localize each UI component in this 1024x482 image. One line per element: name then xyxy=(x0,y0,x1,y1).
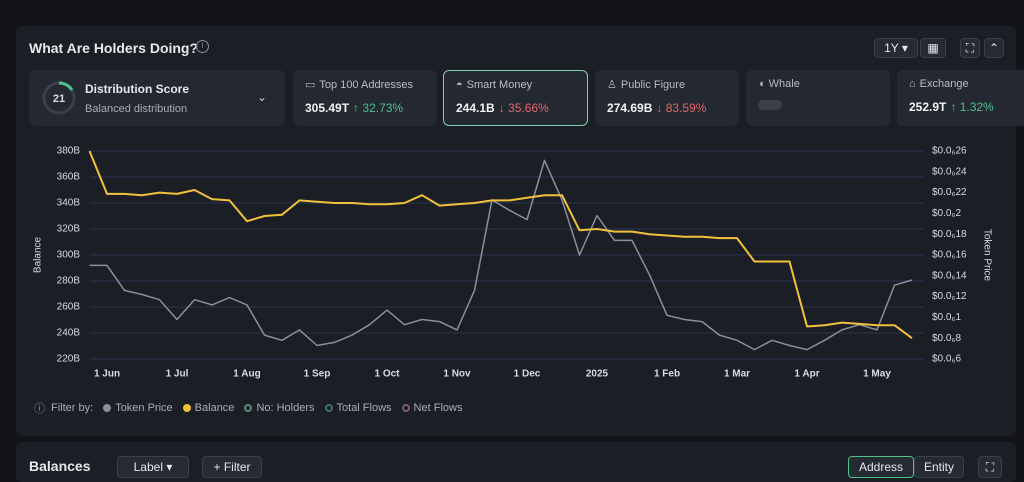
y2-tick-label: $0.0₆26 xyxy=(932,146,967,157)
y-tick-label: 280B xyxy=(57,276,81,287)
series-line xyxy=(89,159,913,351)
score: 21 xyxy=(53,93,65,105)
y2-tick-label: $0.0₆18 xyxy=(932,229,967,240)
x-tick-label: 1 Feb xyxy=(654,369,680,380)
x-tick-label: 1 Oct xyxy=(374,369,400,380)
y-tick-label: 360B xyxy=(57,172,81,183)
page: {"header":{"title":"What Are Holders Doi… xyxy=(16,26,1024,482)
fullscreen-button[interactable]: ⛶ xyxy=(978,456,1002,478)
x-tick-label: 1 Aug xyxy=(233,369,260,380)
score-ring: 21 xyxy=(42,81,76,115)
y-tick-label: 260B xyxy=(57,302,81,313)
x-tick-label: 1 Nov xyxy=(443,369,471,380)
y2-tick-label: $0.0₆12 xyxy=(932,291,967,302)
legend-item[interactable]: Token Price xyxy=(103,402,173,414)
metric-card-selected[interactable]: ◓ Smart Money 244.1B ↓ 35.66% xyxy=(443,70,588,126)
card-title: Top 100 Addresses xyxy=(319,79,413,91)
label-text: Label xyxy=(133,460,163,474)
metric-card[interactable]: ◖ Whale xyxy=(746,70,890,126)
card-value: 252.9T xyxy=(909,100,947,114)
y2-tick-label: $0.0₆2 xyxy=(932,208,961,219)
legend-label: Balance xyxy=(194,402,235,414)
y2-tick-label: $0.0₆8 xyxy=(932,333,961,344)
y-axis-title: Balance xyxy=(33,236,44,273)
legend-item[interactable]: Net Flows xyxy=(401,402,463,414)
metric-card[interactable]: ▭ Top 100 Addresses 305.49T ↑ 32.73% xyxy=(293,70,437,126)
filter-button[interactable]: + Filter xyxy=(202,456,262,478)
metric-card[interactable]: ♙ Public Figure 274.69B ↓ 83.59% xyxy=(595,70,739,126)
y-tick-label: 320B xyxy=(57,224,81,235)
calendar-button[interactable]: ▦ xyxy=(920,38,946,58)
y2-tick-label: $0.0₆14 xyxy=(932,270,967,281)
legend-swatch xyxy=(324,404,333,412)
legend-items: Token Price Balance No: Holders Total Flows… xyxy=(103,402,462,414)
y2-axis-title: Token Price xyxy=(981,229,992,282)
legend: ⓘ Filter by: Token Price Balance No: Holder… xyxy=(34,402,463,415)
panel-title: What Are Holders Doing? xyxy=(29,40,199,56)
card-title: Public Figure xyxy=(620,79,686,91)
fullscreen-button[interactable]: ⛶ xyxy=(960,38,980,58)
card-change: 35.66% xyxy=(508,101,549,115)
legend-swatch xyxy=(182,404,191,412)
y-tick-label: 240B xyxy=(57,328,81,339)
legend-swatch xyxy=(401,404,410,412)
distribution-card[interactable]: 21 Distribution Score Balanced distribut… xyxy=(29,70,285,126)
card-change: 83.59% xyxy=(665,101,707,115)
y2-tick-label: $0.0₆16 xyxy=(932,250,967,261)
x-tick-label: 1 May xyxy=(863,369,891,380)
entity-tab[interactable]: Entity xyxy=(914,456,964,478)
expand-icon: ⌄ xyxy=(257,90,268,104)
y-tick-label: 380B xyxy=(57,146,81,157)
legend-swatch xyxy=(103,404,112,412)
x-tick-label: 2025 xyxy=(586,369,609,380)
address-tab[interactable]: Address xyxy=(848,456,914,478)
card-value: 274.69B xyxy=(607,101,653,115)
range-text: 1Y xyxy=(884,41,899,55)
legend-item[interactable]: Total Flows xyxy=(324,402,392,414)
filter-label: Filter by: xyxy=(51,402,94,414)
card-change: 1.32% xyxy=(959,100,994,114)
filter-option: Net Flows xyxy=(413,402,463,414)
y2-tick-label: $0.0₆6 xyxy=(932,354,961,365)
x-tick-label: 1 Dec xyxy=(514,369,541,380)
y-tick-label: 300B xyxy=(57,250,81,261)
chart: 220B 240B 260B 280B 300B 320B 340B 360B 380B $0.0… xyxy=(33,146,993,380)
card-title: Whale xyxy=(768,78,800,90)
legend-item[interactable]: Balance xyxy=(182,402,235,414)
y2-tick-label: $0.0₆1 xyxy=(932,312,961,323)
legend-label: Token Price xyxy=(115,402,173,414)
filter-option: No: Holders xyxy=(256,402,315,414)
label-select[interactable]: Label ▾ xyxy=(117,456,189,478)
x-tick-label: 1 Apr xyxy=(794,369,819,380)
x-tick-label: 1 Jul xyxy=(166,369,189,380)
balances-title: Balances xyxy=(29,458,91,474)
range-select[interactable]: 1Y ▾ xyxy=(874,38,918,58)
y2-tick-label: $0.0₆22 xyxy=(932,187,967,198)
y2-tick-label: $0.0₆24 xyxy=(932,166,967,177)
card-value: 305.49T xyxy=(305,101,350,115)
x-tick-label: 1 Jun xyxy=(94,369,120,380)
card-title: Distribution Score xyxy=(85,82,190,96)
y-tick-label: 340B xyxy=(57,198,81,209)
card-value: 244.1B xyxy=(456,101,495,115)
card-title: Smart Money xyxy=(466,79,533,91)
x-tick-label: 1 Mar xyxy=(724,369,750,380)
loading-placeholder xyxy=(758,100,782,110)
legend-swatch xyxy=(244,404,253,412)
info-icon[interactable]: i xyxy=(196,40,209,53)
card-subtitle: Balanced distribution xyxy=(85,103,188,115)
x-tick-label: 1 Sep xyxy=(304,369,331,380)
filter-text: Filter xyxy=(223,460,251,474)
y-tick-label: 220B xyxy=(57,354,81,365)
collapse-button[interactable]: ⌃ xyxy=(984,38,1004,58)
metric-card[interactable]: ⌂ Exchange 252.9T ↑ 1.32% xyxy=(897,70,1024,126)
series-line xyxy=(88,150,913,340)
filter-option: Total Flows xyxy=(336,402,392,414)
legend-item[interactable]: No: Holders xyxy=(244,402,315,414)
card-title: Exchange xyxy=(919,78,969,90)
card-change: 32.73% xyxy=(362,101,404,115)
